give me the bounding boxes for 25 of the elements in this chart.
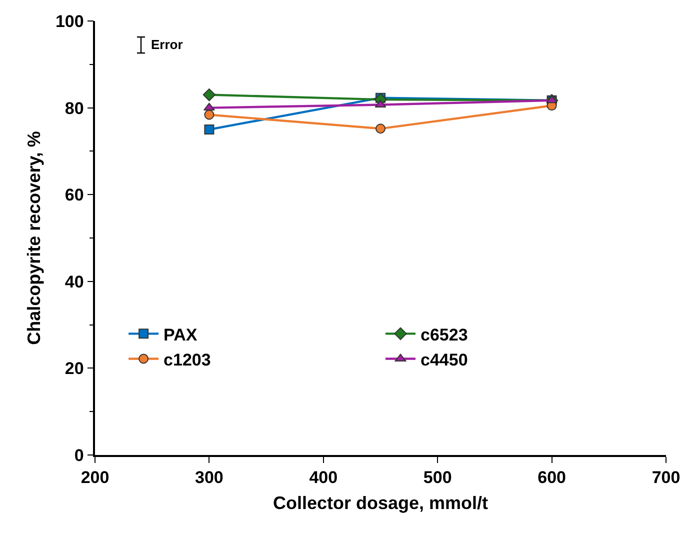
y-tick-label: 20 <box>64 359 84 378</box>
y-axis-title: Chalcopyrite recovery, % <box>24 131 44 345</box>
point <box>204 124 214 134</box>
x-tick-label: 200 <box>80 468 110 488</box>
x-tick-label: 600 <box>538 468 566 488</box>
legend-label: PAX <box>164 325 198 344</box>
point <box>204 102 215 111</box>
x-axis-title: Collector dosage, mmol/t <box>272 492 488 513</box>
y-tick-label: 40 <box>64 272 84 292</box>
x-tick-label: 700 <box>652 468 680 488</box>
y-tick-label: 60 <box>64 186 84 205</box>
x-tick-label: 300 <box>195 468 224 488</box>
point <box>204 110 214 120</box>
point <box>202 88 216 102</box>
point <box>374 100 386 108</box>
point <box>376 124 386 134</box>
x-tick-label: 500 <box>423 468 452 488</box>
legend-label: c6523 <box>420 325 468 344</box>
legend-label: c4450 <box>420 350 468 370</box>
y-tick-label: 0 <box>74 446 84 465</box>
y-tick-label: 80 <box>64 98 84 118</box>
y-tick-label: 100 <box>55 12 84 31</box>
annotation: Error <box>151 37 183 52</box>
x-tick-label: 400 <box>309 468 338 488</box>
legend-label: c1203 <box>164 350 211 370</box>
